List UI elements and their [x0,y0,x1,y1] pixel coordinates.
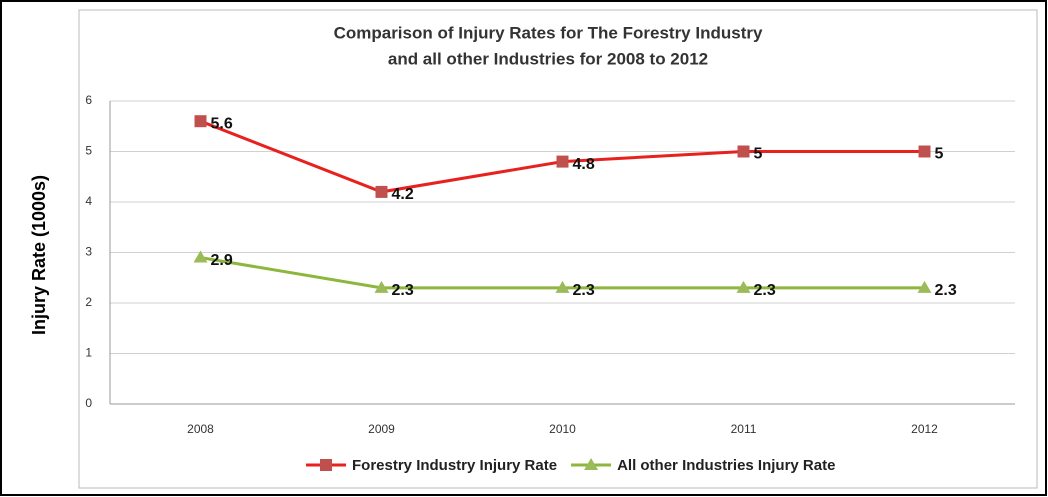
data-label: 4.8 [573,156,595,173]
data-label: 2.3 [754,282,776,299]
legend-label: All other Industries Injury Rate [617,457,835,474]
legend-marker [320,459,332,471]
chart-border [78,9,1038,489]
marker [918,145,931,158]
marker [555,280,570,293]
x-tick-label: 2009 [368,422,395,436]
data-label: 2.3 [935,282,957,299]
marker [374,280,389,293]
marker [375,185,388,198]
y-tick-label: 2 [85,295,92,309]
y-tick-label: 5 [85,144,92,158]
marker [737,145,750,158]
x-tick-label: 2010 [549,422,576,436]
x-tick-label: 2008 [187,422,214,436]
data-label: 2.3 [573,282,595,299]
marker [194,115,207,128]
legend-marker [584,458,599,470]
legend-label: Forestry Industry Injury Rate [352,457,557,474]
chart-title: Comparison of Injury Rates for The Fores… [334,23,763,42]
marker [917,280,932,293]
data-label: 2.9 [211,252,233,269]
data-label: 5 [754,146,763,163]
data-label: 5.6 [211,115,233,132]
marker [556,155,569,168]
marker [736,280,751,293]
data-label: 2.3 [392,282,414,299]
data-label: 5 [935,146,944,163]
y-axis-label: Injury Rate (1000s) [29,175,49,335]
y-tick-label: 3 [85,245,92,259]
x-tick-label: 2011 [731,422,757,436]
y-tick-label: 0 [85,396,92,410]
y-tick-label: 6 [85,93,92,107]
y-tick-label: 4 [85,194,92,208]
x-tick-label: 2012 [911,422,938,436]
y-tick-label: 1 [85,346,92,360]
chart-title: and all other Industries for 2008 to 201… [388,49,708,68]
marker [193,250,208,263]
data-label: 4.2 [392,186,414,203]
